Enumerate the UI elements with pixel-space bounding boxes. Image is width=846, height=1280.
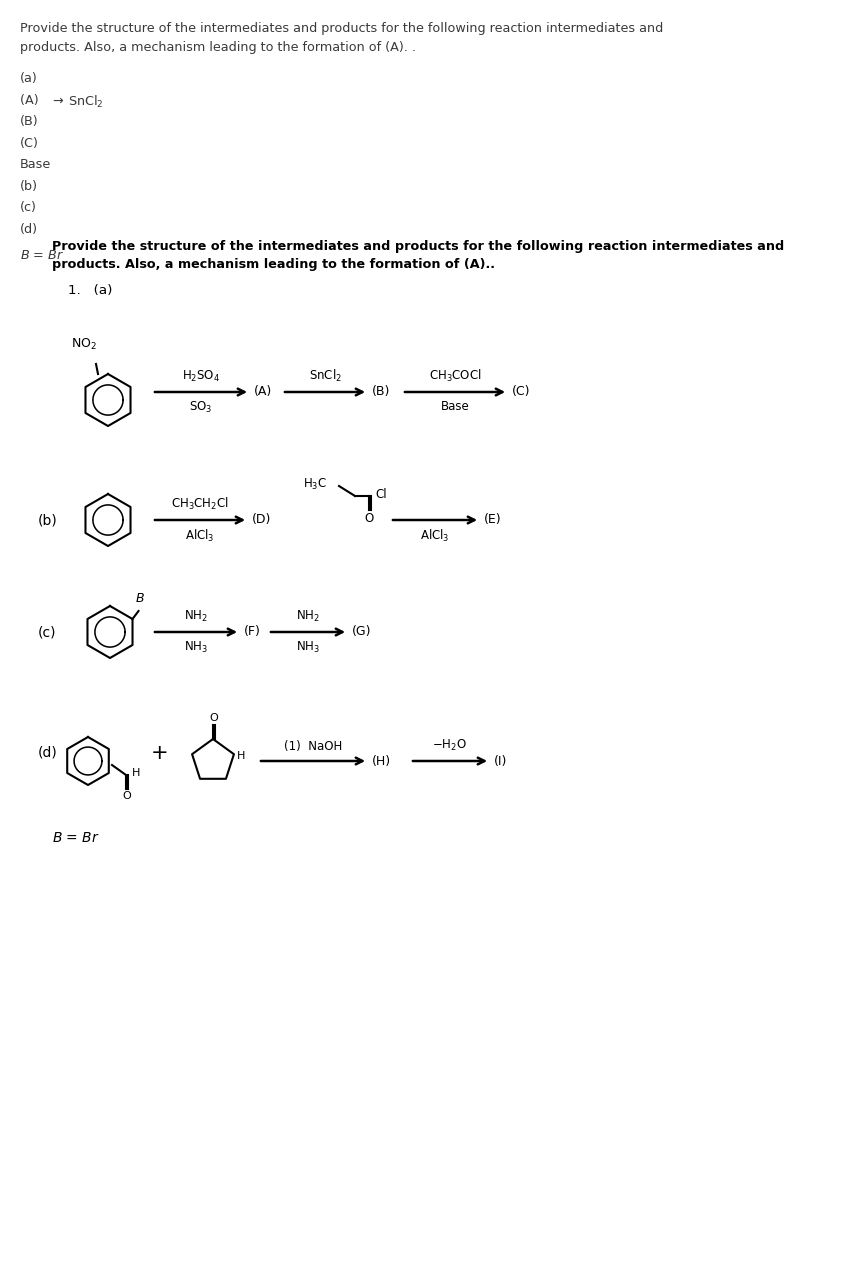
Text: H$_2$SO$_4$: H$_2$SO$_4$ <box>182 369 220 384</box>
Text: (a): (a) <box>20 72 38 84</box>
Text: (c): (c) <box>20 201 37 214</box>
Text: SnCl$_2$: SnCl$_2$ <box>309 367 342 384</box>
Text: O: O <box>365 512 374 525</box>
Text: $\rightarrow$: $\rightarrow$ <box>50 93 64 108</box>
Text: SnCl$_2$: SnCl$_2$ <box>64 93 103 110</box>
Text: H: H <box>132 768 140 778</box>
Text: CH$_3$CH$_2$Cl: CH$_3$CH$_2$Cl <box>171 495 229 512</box>
Text: (d): (d) <box>20 223 38 236</box>
Text: (F): (F) <box>244 626 261 639</box>
Text: $B$ = $Br$: $B$ = $Br$ <box>20 250 64 262</box>
Text: (d): (d) <box>38 746 58 760</box>
Text: (I): (I) <box>494 754 508 768</box>
Text: Base: Base <box>441 399 470 413</box>
Text: (D): (D) <box>252 513 272 526</box>
Text: O: O <box>210 713 218 723</box>
Text: H$_3$C: H$_3$C <box>303 476 327 492</box>
Text: SO$_3$: SO$_3$ <box>190 399 212 415</box>
Text: AlCl$_3$: AlCl$_3$ <box>420 527 450 544</box>
Text: CH$_3$COCl: CH$_3$COCl <box>429 367 481 384</box>
Text: NH$_2$: NH$_2$ <box>296 609 320 623</box>
Text: (C): (C) <box>20 137 39 150</box>
Text: O: O <box>123 791 131 801</box>
Text: Provide the structure of the intermediates and products for the following reacti: Provide the structure of the intermediat… <box>20 22 663 35</box>
Text: NO$_2$: NO$_2$ <box>71 337 97 352</box>
Text: (H): (H) <box>372 754 391 768</box>
Text: (b): (b) <box>20 180 38 193</box>
Text: $B$ = $Br$: $B$ = $Br$ <box>52 831 100 845</box>
Text: NH$_3$: NH$_3$ <box>184 640 208 655</box>
Text: NH$_2$: NH$_2$ <box>184 609 208 623</box>
Text: Base: Base <box>20 157 52 172</box>
Text: (G): (G) <box>352 626 371 639</box>
Text: B: B <box>135 591 144 605</box>
Text: (1)  NaOH: (1) NaOH <box>284 740 342 753</box>
Text: (c): (c) <box>38 625 57 639</box>
Text: AlCl$_3$: AlCl$_3$ <box>185 527 215 544</box>
Text: (C): (C) <box>512 385 530 398</box>
Text: +: + <box>151 742 169 763</box>
Text: (A): (A) <box>254 385 272 398</box>
Text: H: H <box>237 751 245 762</box>
Text: (A): (A) <box>20 93 47 108</box>
Text: (B): (B) <box>20 115 39 128</box>
Text: 1.   (a): 1. (a) <box>68 284 113 297</box>
Text: products. Also, a mechanism leading to the formation of (A)..: products. Also, a mechanism leading to t… <box>52 259 495 271</box>
Text: $-$H$_2$O: $-$H$_2$O <box>432 737 468 753</box>
Text: NH$_3$: NH$_3$ <box>296 640 320 655</box>
Text: Cl: Cl <box>375 488 387 500</box>
Text: (B): (B) <box>372 385 390 398</box>
Text: (b): (b) <box>38 513 58 527</box>
Text: (E): (E) <box>484 513 502 526</box>
Text: Provide the structure of the intermediates and products for the following reacti: Provide the structure of the intermediat… <box>52 241 784 253</box>
Text: products. Also, a mechanism leading to the formation of (A). .: products. Also, a mechanism leading to t… <box>20 41 416 54</box>
